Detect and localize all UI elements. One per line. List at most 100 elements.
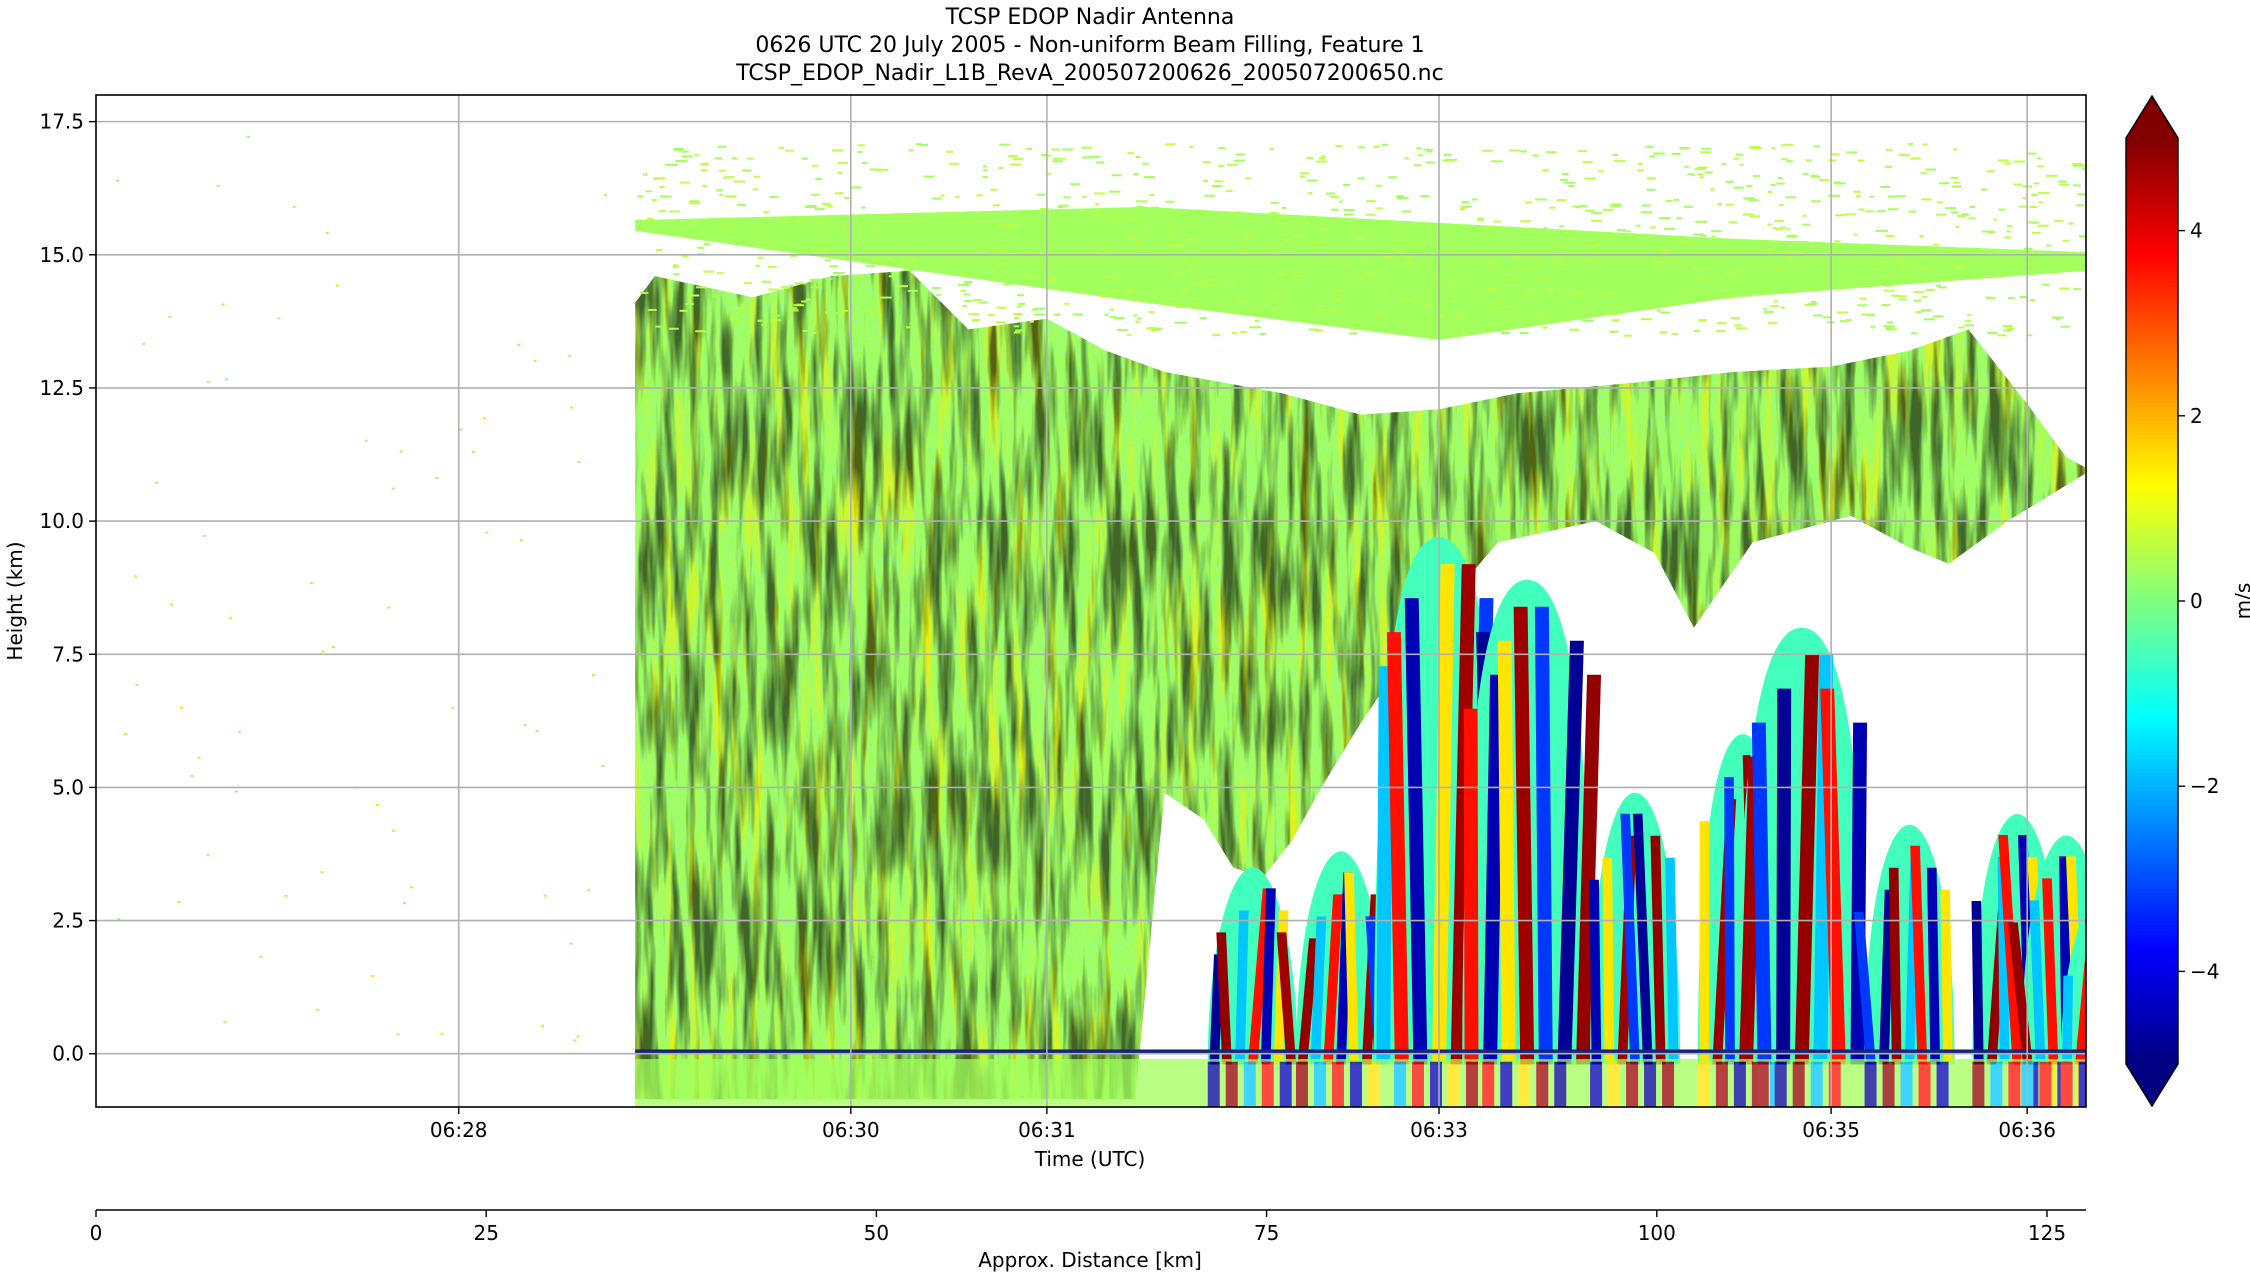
noise-dash [892,255,904,258]
noise-dash [1645,145,1654,148]
noise-dash [702,162,708,165]
noise-dash [790,254,797,257]
noise-dash [1240,330,1247,333]
noise-dash [1733,157,1739,160]
cell-streak [2087,878,2106,1064]
colorbar-segment [2126,434,2178,440]
noise-dash [2037,224,2049,227]
noise-dash [471,450,475,453]
cell-streak [1632,813,1653,1065]
noise-dash [1497,311,1509,314]
noise-dash [659,185,665,188]
noise-dash [1242,236,1252,239]
colorbar-segment [2126,415,2178,422]
noise-dash [1897,265,1906,268]
noise-dash [1141,162,1149,165]
noise-dash [1395,195,1405,198]
noise-dash [1635,224,1641,227]
noise-dash [778,146,785,149]
noise-dash [658,210,666,213]
colorbar-segment [2126,846,2178,852]
noise-dash [785,149,794,152]
noise-dash [1721,163,1727,166]
colorbar-segment [2126,628,2178,635]
noise-dash [1938,278,1950,281]
colorbar-segment [2126,790,2178,797]
noise-dash [459,428,463,431]
colorbar-segment [2126,781,2178,787]
colorbar-segment [2126,286,2178,292]
xtick-label: 06:31 [1018,1118,1076,1142]
colorbar-segment [2126,513,2178,519]
noise-dash [1293,234,1304,237]
noise-dash [743,282,753,285]
noise-dash [1659,311,1671,314]
mirror-streak [2115,1062,2127,1107]
colorbar-segment [2126,624,2178,630]
mirror-streak [1279,1061,1292,1107]
noise-dash [1572,205,1580,208]
ytick-label: 15.0 [39,243,84,267]
cell-streak [1926,867,1941,1065]
noise-dash [1796,241,1809,244]
noise-dash [1194,281,1205,284]
noise-dash [1716,322,1727,325]
noise-dash [963,281,973,284]
noise-dash [907,289,918,292]
noise-dash [1234,159,1245,162]
noise-dash [1172,237,1180,240]
noise-dash [679,309,688,312]
noise-dash [1045,279,1056,282]
colorbar-segment [2126,276,2178,283]
noise-dash [2068,222,2074,225]
noise-dash [2037,165,2045,168]
noise-dash [1653,152,1666,155]
anvil-echo [635,206,2086,341]
noise-dash [247,135,251,138]
noise-dash [1212,334,1221,337]
noise-dash [1716,329,1726,332]
noise-dash [1641,204,1651,207]
colorbar-segment [2126,813,2178,820]
noise-dash [1693,330,1701,333]
noise-dash [1625,230,1631,233]
noise-dash [485,531,489,534]
x-axis-label: Time (UTC) [1034,1147,1146,1171]
noise-dash [1582,319,1594,322]
noise-dash [1404,262,1413,265]
colorbar-segment [2126,800,2178,806]
noise-dash [1190,302,1198,305]
noise-dash [1126,333,1132,336]
noise-dash [1308,328,1319,331]
noise-dash [904,213,912,216]
noise-dash [1375,184,1383,187]
colorbar-segment [2126,860,2178,866]
noise-dash [1225,189,1233,192]
noise-dash [703,243,711,246]
noise-dash [1072,313,1083,316]
noise-dash [1400,251,1406,254]
noise-dash [647,308,657,311]
colorbar-segment [2126,198,2178,204]
mirror-streak [1225,1061,1238,1107]
noise-dash [1454,314,1463,317]
noise-dash [1980,188,1988,191]
colorbar-segment [2126,883,2178,889]
noise-dash [1173,246,1182,249]
noise-dash [1306,179,1318,182]
noise-dash [1886,321,1894,324]
colorbar-segment [2126,999,2178,1005]
noise-dash [1035,263,1046,266]
noise-dash [1915,311,1923,314]
noise-dash [1559,263,1569,266]
noise-dash [206,853,210,856]
colorbar-segment [2126,1045,2178,1051]
noise-dash [1425,161,1435,164]
noise-dash [2059,287,2070,290]
noise-dash [1136,251,1145,254]
noise-dash [1569,328,1580,331]
cell-streak [1260,888,1276,1065]
noise-dash [1920,172,1928,175]
noise-dash [1880,185,1890,188]
xtick-label: 06:30 [822,1118,880,1142]
